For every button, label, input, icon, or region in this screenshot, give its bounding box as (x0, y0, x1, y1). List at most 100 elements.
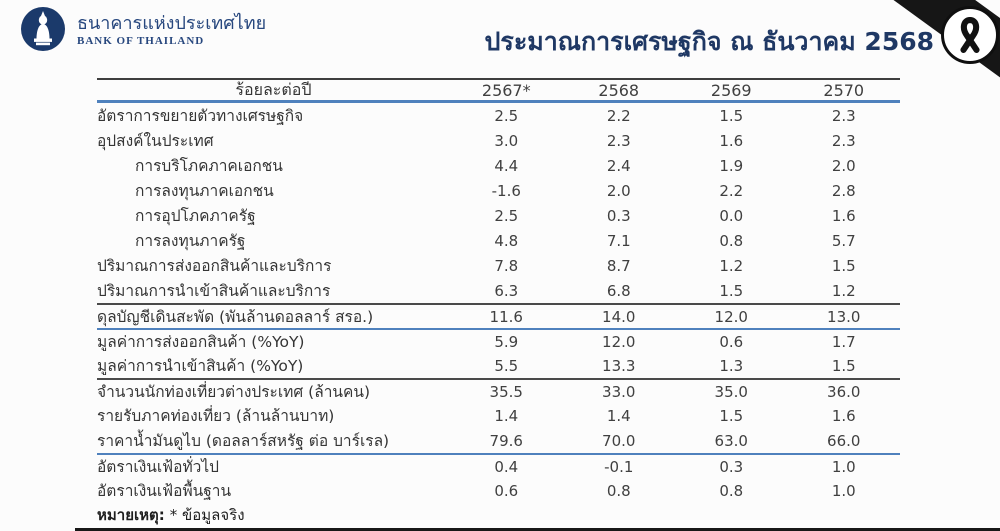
row-label: มูลค่าการนำเข้าสินค้า (%YoY) (97, 357, 304, 375)
row-value: 5.9 (494, 332, 519, 351)
row-value: 2.0 (831, 156, 856, 175)
row-label: การลงทุนภาครัฐ (135, 232, 246, 250)
footnote: หมายเหตุ: * ข้อมูลจริง (97, 503, 245, 527)
column-header-2567: 2567* (481, 80, 531, 100)
row-value: 7.1 (606, 231, 631, 250)
row-value: 5.7 (831, 231, 856, 250)
row-value: 33.0 (602, 382, 636, 401)
row-value: 0.8 (719, 231, 744, 250)
row-value: 1.5 (719, 106, 744, 125)
bank-of-thailand-logo: ธนาคารแห่งประเทศไทย BANK OF THAILAND (20, 6, 266, 56)
row-label: รายรับภาคท่องเที่ยว (ล้านล้านบาท) (97, 407, 335, 425)
footnote-text: * ข้อมูลจริง (169, 506, 245, 524)
row-value: 4.4 (494, 156, 519, 175)
row-value: 4.8 (494, 231, 519, 250)
row-value: -1.6 (491, 181, 521, 200)
row-value: 2.3 (831, 131, 856, 150)
bottom-edge-bar (75, 528, 1000, 531)
row-value: 7.8 (494, 256, 519, 275)
table-body: อัตราการขยายตัวทางเศรษฐกิจ 2.5 2.2 1.5 2… (97, 103, 900, 503)
row-value: 2.2 (606, 106, 631, 125)
row-value: 70.0 (602, 431, 636, 450)
row-value: 2.5 (494, 206, 519, 225)
table-row: อุปสงค์ในประเทศ 3.0 2.3 1.6 2.3 (97, 128, 900, 153)
row-value: 1.7 (831, 332, 856, 351)
table-row: การลงทุนภาครัฐ 4.8 7.1 0.8 5.7 (97, 228, 900, 253)
row-value: 0.0 (719, 206, 744, 225)
row-value: 1.5 (719, 406, 744, 425)
row-label: มูลค่าการส่งออกสินค้า (%YoY) (97, 333, 305, 351)
row-value: 66.0 (827, 431, 861, 450)
row-label: จำนวนนักท่องเที่ยวต่างประเทศ (ล้านคน) (97, 383, 371, 401)
row-value: 0.6 (494, 481, 519, 500)
row-value: 13.0 (827, 307, 861, 326)
row-label: อุปสงค์ในประเทศ (97, 132, 214, 150)
column-header-2568: 2568 (598, 80, 640, 100)
row-label: การลงทุนภาคเอกชน (135, 182, 274, 200)
row-value: 1.2 (719, 256, 744, 275)
row-value: 0.4 (494, 457, 519, 476)
row-value: -0.1 (604, 457, 634, 476)
row-value: 36.0 (827, 382, 861, 401)
row-value: 2.0 (606, 181, 631, 200)
row-value: 35.0 (714, 382, 748, 401)
row-label: การบริโภคภาคเอกชน (135, 157, 283, 175)
row-label: อัตราเงินเฟ้อทั่วไป (97, 458, 220, 476)
black-mourning-ribbon-icon (941, 6, 999, 64)
column-header-unit: ร้อยละต่อปี (235, 79, 312, 99)
row-value: 6.3 (494, 281, 519, 300)
table-row: การอุปโภคภาครัฐ 2.5 0.3 0.0 1.6 (97, 203, 900, 228)
row-value: 2.3 (606, 131, 631, 150)
row-value: 1.0 (831, 481, 856, 500)
table-row: อัตราเงินเฟ้อทั่วไป 0.4 -0.1 0.3 1.0 (97, 453, 900, 478)
table-row: มูลค่าการนำเข้าสินค้า (%YoY) 5.5 13.3 1.… (97, 353, 900, 378)
table-header-row: ร้อยละต่อปี 2567* 2568 2569 2570 (97, 78, 900, 103)
row-value: 8.7 (606, 256, 631, 275)
table-row: ปริมาณการนำเข้าสินค้าและบริการ 6.3 6.8 1… (97, 278, 900, 303)
row-value: 12.0 (714, 307, 748, 326)
row-value: 0.8 (606, 481, 631, 500)
row-value: 1.4 (494, 406, 519, 425)
table-row: ดุลบัญชีเดินสะพัด (พันล้านดอลลาร์ สรอ.) … (97, 303, 900, 328)
row-value: 1.6 (831, 406, 856, 425)
logo-thai-name: ธนาคารแห่งประเทศไทย (77, 13, 267, 35)
table-row: รายรับภาคท่องเที่ยว (ล้านล้านบาท) 1.4 1.… (97, 403, 900, 428)
table-row: การบริโภคภาคเอกชน 4.4 2.4 1.9 2.0 (97, 153, 900, 178)
row-value: 1.5 (831, 256, 856, 275)
row-value: 1.2 (831, 281, 856, 300)
row-value: 3.0 (494, 131, 519, 150)
row-value: 35.5 (489, 382, 523, 401)
row-value: 0.3 (719, 457, 744, 476)
column-header-2570: 2570 (823, 80, 865, 100)
logo-english-name: BANK OF THAILAND (77, 35, 205, 48)
table-row: มูลค่าการส่งออกสินค้า (%YoY) 5.9 12.0 0.… (97, 328, 900, 353)
row-value: 2.5 (494, 106, 519, 125)
row-label: อัตราเงินเฟ้อพื้นฐาน (97, 482, 232, 500)
table-row: อัตราการขยายตัวทางเศรษฐกิจ 2.5 2.2 1.5 2… (97, 103, 900, 128)
row-value: 2.8 (831, 181, 856, 200)
bank-of-thailand-emblem-icon (20, 6, 66, 56)
row-label: การอุปโภคภาครัฐ (135, 207, 256, 225)
row-value: 1.5 (719, 281, 744, 300)
row-value: 13.3 (602, 356, 636, 375)
row-value: 6.8 (606, 281, 631, 300)
column-header-2569: 2569 (710, 80, 752, 100)
table-row: ราคาน้ำมันดูไบ (ดอลลาร์สหรัฐ ต่อ บาร์เรล… (97, 428, 900, 453)
table-row: ปริมาณการส่งออกสินค้าและบริการ 7.8 8.7 1… (97, 253, 900, 278)
row-value: 14.0 (602, 307, 636, 326)
row-label: อัตราการขยายตัวทางเศรษฐกิจ (97, 107, 304, 125)
row-value: 0.3 (606, 206, 631, 225)
row-value: 1.3 (719, 356, 744, 375)
row-value: 79.6 (489, 431, 523, 450)
row-value: 12.0 (602, 332, 636, 351)
table-row: การลงทุนภาคเอกชน -1.6 2.0 2.2 2.8 (97, 178, 900, 203)
row-value: 0.8 (719, 481, 744, 500)
row-value: 1.0 (831, 457, 856, 476)
row-value: 2.2 (719, 181, 744, 200)
row-value: 1.9 (719, 156, 744, 175)
row-value: 1.6 (831, 206, 856, 225)
row-value: 2.4 (606, 156, 631, 175)
row-value: 5.5 (494, 356, 519, 375)
row-value: 11.6 (489, 307, 523, 326)
